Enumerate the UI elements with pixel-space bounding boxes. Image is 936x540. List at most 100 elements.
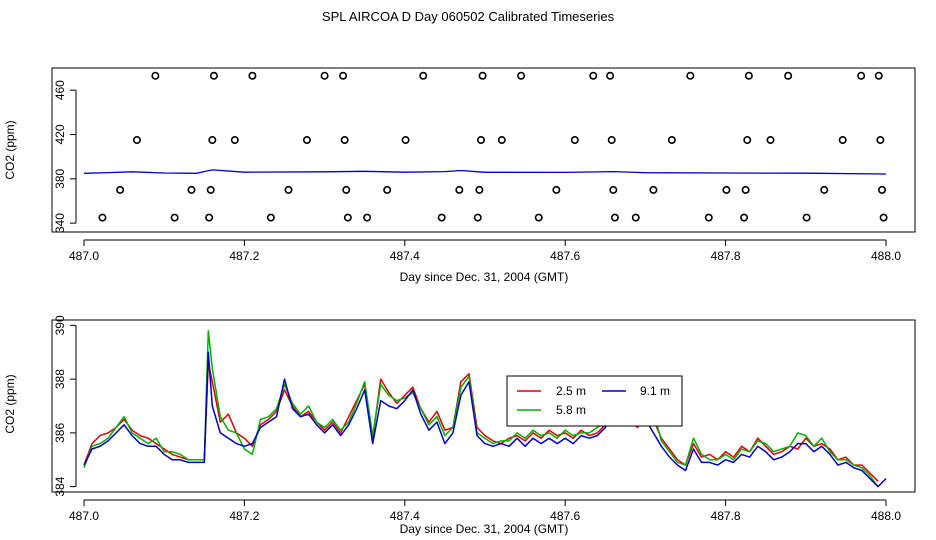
- top-x-tick-label: 487.2: [229, 249, 259, 263]
- calibration-point: [302, 136, 311, 145]
- bottom-x-tick-label: 488.0: [871, 509, 901, 523]
- calibration-point: [740, 213, 749, 222]
- top-panel: 487.0 487.2 487.4 487.6 487.8 488.0 340 380 420…: [3, 67, 916, 284]
- bottom-x-tick-label: 487.4: [390, 509, 420, 523]
- bottom-panel: 487.0 487.2 487.4 487.6 487.8 488.0 384 386 388…: [3, 315, 916, 536]
- top-x-tick-label: 487.8: [711, 249, 741, 263]
- calibration-point: [610, 213, 619, 222]
- calibration-point: [784, 71, 793, 80]
- top-x-label: Day since Dec. 31, 2004 (GMT): [400, 270, 569, 284]
- calibration-point: [187, 185, 196, 194]
- top-x-tick-label: 488.0: [871, 249, 901, 263]
- calibration-point: [704, 213, 713, 222]
- bottom-y-tick-label: 390: [53, 315, 67, 335]
- calibration-point: [340, 136, 349, 145]
- calibration-point: [401, 136, 410, 145]
- legend: 2.5 m 5.8 m 9.1 m: [506, 375, 683, 427]
- calibration-point: [248, 71, 257, 80]
- calibration-point: [437, 213, 446, 222]
- top-x-tick-label: 487.0: [69, 249, 99, 263]
- calibration-point: [230, 136, 239, 145]
- calibration-point: [631, 213, 640, 222]
- chart-title: SPL AIRCOA D Day 060502 Calibrated Times…: [321, 9, 615, 24]
- calibration-point: [838, 136, 847, 145]
- bottom-x-axis: 487.0 487.2 487.4 487.6 487.8 488.0: [69, 499, 901, 523]
- bottom-y-axis: 384 386 388 390: [53, 315, 77, 497]
- calibration-point: [320, 71, 329, 80]
- calibration-point: [857, 71, 866, 80]
- calibration-point: [205, 213, 214, 222]
- bottom-x-tick-label: 487.0: [69, 509, 99, 523]
- calibration-point: [741, 185, 750, 194]
- calibration-point: [686, 71, 695, 80]
- calibration-point: [116, 185, 125, 194]
- calibration-point: [132, 136, 141, 145]
- calibration-point: [607, 136, 616, 145]
- bottom-x-tick-label: 487.8: [711, 509, 741, 523]
- bottom-y-label: CO2 (ppm): [3, 374, 17, 433]
- ambient-series-line: [83, 169, 887, 175]
- bottom-plot-frame: [51, 319, 916, 493]
- calibration-point: [478, 71, 487, 80]
- calibration-point: [649, 185, 658, 194]
- calibration-point: [363, 213, 372, 222]
- calibration-point: [343, 213, 352, 222]
- bottom-y-tick-label: 386: [53, 423, 67, 443]
- calibration-point: [339, 71, 348, 80]
- series-line-2-5-m: [83, 362, 879, 482]
- series-line-5-8-m: [83, 329, 879, 488]
- bottom-x-label: Day since Dec. 31, 2004 (GMT): [400, 522, 569, 536]
- top-calibration-points: [98, 71, 888, 222]
- calibration-point: [766, 136, 775, 145]
- calibration-point: [877, 185, 886, 194]
- calibration-point: [342, 185, 351, 194]
- calibration-point: [475, 185, 484, 194]
- calibration-point: [383, 185, 392, 194]
- bottom-y-tick-label: 384: [53, 476, 67, 496]
- calibration-point: [419, 71, 428, 80]
- calibration-point: [570, 136, 579, 145]
- calibration-point: [722, 185, 731, 194]
- calibration-point: [876, 136, 885, 145]
- top-plot-frame: [51, 67, 916, 233]
- calibration-point: [609, 185, 618, 194]
- calibration-point: [284, 185, 293, 194]
- top-y-label: CO2 (ppm): [3, 120, 17, 179]
- top-y-tick-label: 420: [53, 124, 67, 144]
- calibration-point: [589, 71, 598, 80]
- series-line-9-1-m: [83, 351, 887, 488]
- calibration-point: [209, 71, 218, 80]
- bottom-series-lines: [83, 329, 887, 488]
- calibration-point: [879, 213, 888, 222]
- calibration-point: [744, 71, 753, 80]
- calibration-point: [874, 71, 883, 80]
- calibration-point: [266, 213, 275, 222]
- calibration-point: [552, 185, 561, 194]
- calibration-point: [743, 136, 752, 145]
- legend-box: [506, 375, 683, 427]
- calibration-point: [820, 185, 829, 194]
- bottom-y-tick-label: 388: [53, 369, 67, 389]
- calibration-point: [606, 71, 615, 80]
- calibration-point: [151, 71, 160, 80]
- top-x-axis: 487.0 487.2 487.4 487.6 487.8 488.0: [69, 239, 901, 263]
- calibration-point: [473, 213, 482, 222]
- calibration-point: [98, 213, 107, 222]
- calibration-point: [476, 136, 485, 145]
- top-x-tick-label: 487.6: [550, 249, 580, 263]
- calibration-point: [208, 136, 217, 145]
- calibration-point: [497, 136, 506, 145]
- top-y-tick-label: 340: [53, 213, 67, 233]
- top-y-axis: 340 380 420 460: [53, 80, 77, 233]
- calibration-point: [517, 71, 526, 80]
- calibration-point: [455, 185, 464, 194]
- calibration-point: [802, 213, 811, 222]
- legend-label-9-1m: 9.1 m: [640, 384, 670, 398]
- bottom-x-tick-label: 487.2: [229, 509, 259, 523]
- top-y-tick-label: 460: [53, 80, 67, 100]
- calibration-point: [206, 185, 215, 194]
- legend-label-2-5m: 2.5 m: [556, 384, 586, 398]
- top-y-tick-label: 380: [53, 168, 67, 188]
- bottom-x-tick-label: 487.6: [550, 509, 580, 523]
